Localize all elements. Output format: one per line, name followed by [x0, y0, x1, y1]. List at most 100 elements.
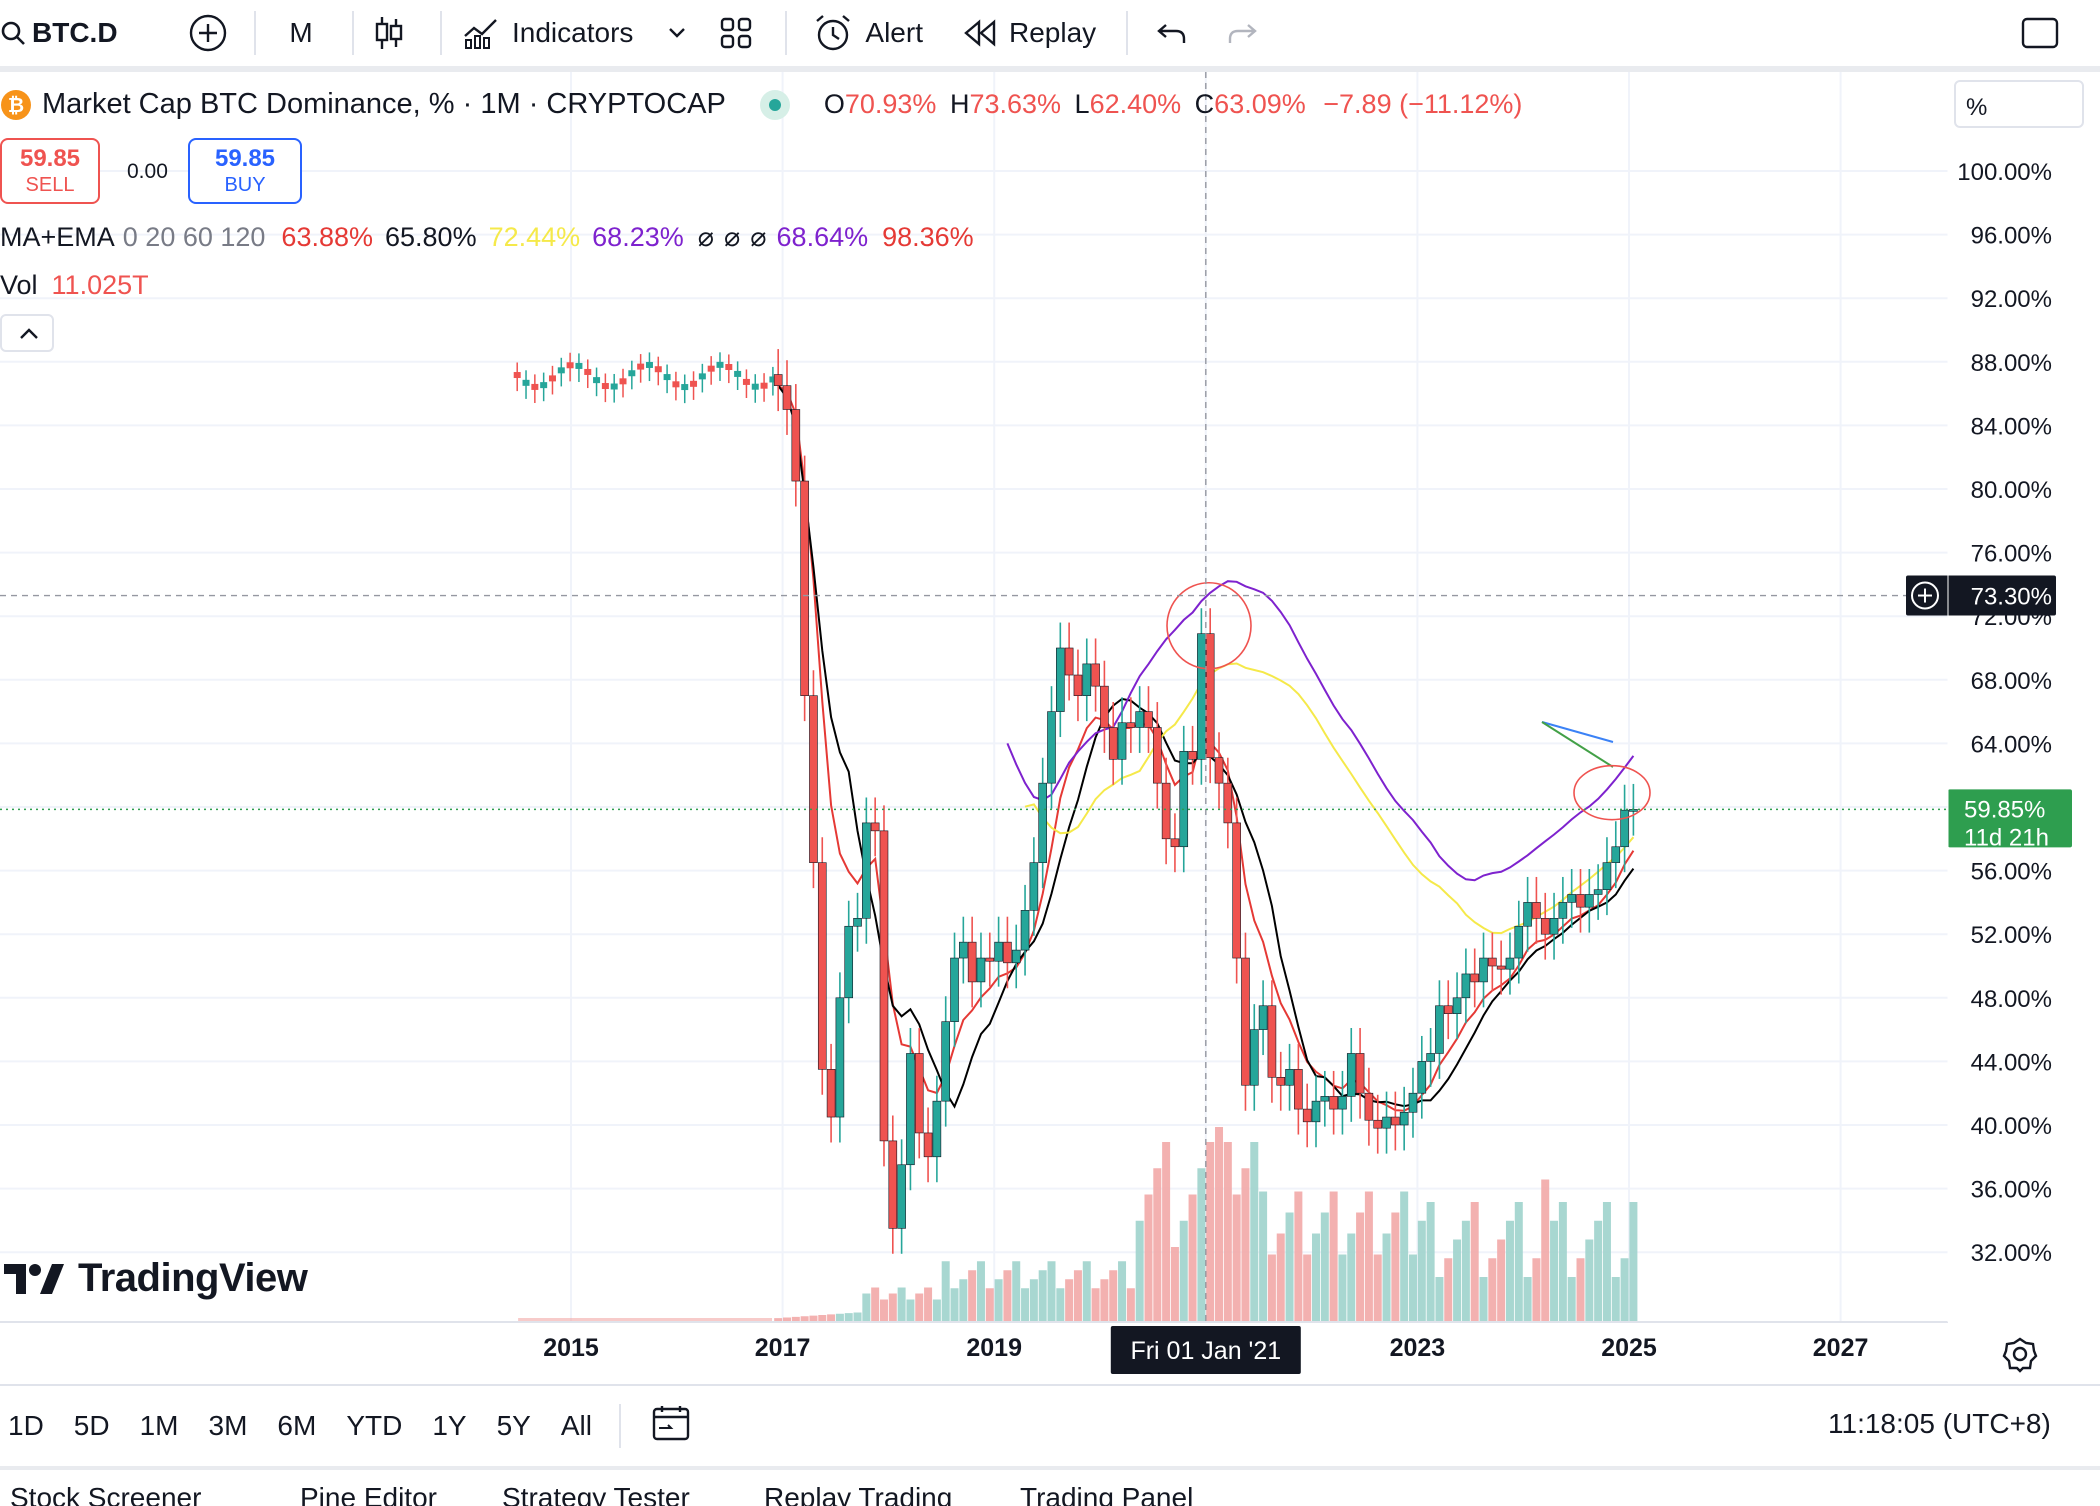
calendar-arrow-icon: [652, 1405, 690, 1440]
volume-bar: [1188, 1194, 1197, 1322]
volume-bar: [1162, 1142, 1171, 1322]
candle-body: [1267, 1005, 1277, 1078]
buy-button[interactable]: 59.85 BUY: [188, 138, 302, 204]
candle-body: [1302, 1108, 1312, 1123]
volume-bar: [1391, 1212, 1400, 1322]
fullscreen-button[interactable]: [2020, 0, 2064, 66]
candlestick-chart[interactable]: 100.00% 96.00% 92.00% 88.00% 84.00% 80.00% 76.…: [0, 72, 2100, 1384]
interval-button[interactable]: M: [266, 0, 336, 66]
volume-bar: [1532, 1258, 1541, 1322]
candle-body: [985, 957, 995, 962]
volume-bar: [1109, 1270, 1118, 1322]
volume-bar: [1329, 1191, 1338, 1322]
market-status-dot: [759, 89, 790, 120]
annotation-circle: [1573, 764, 1651, 821]
sell-button[interactable]: 59.85 SELL: [0, 138, 100, 204]
toolbar-divider: [352, 11, 354, 55]
redo-button[interactable]: [1226, 0, 1266, 66]
clock[interactable]: 11:18:05 (UTC+8): [1828, 1408, 2051, 1439]
svg-text:₿: ₿: [8, 95, 24, 117]
undo-button[interactable]: [1156, 0, 1196, 66]
ma-ema-legend[interactable]: MA+EMA 0 20 60 120 63.88% 65.80% 72.44% …: [0, 222, 974, 253]
volume-bar: [1312, 1233, 1320, 1322]
candle-body: [914, 1053, 924, 1134]
chart-area[interactable]: 100.00% 96.00% 92.00% 88.00% 84.00% 80.00% 76.…: [0, 72, 2100, 1384]
candle-body: [1276, 1076, 1286, 1086]
volume-bar: [871, 1287, 880, 1322]
candle-body: [1346, 1053, 1356, 1097]
range-button-1y[interactable]: 1Y: [432, 1410, 467, 1441]
volume-legend[interactable]: Vol 11.025T: [0, 270, 149, 301]
volume-bar: [888, 1293, 897, 1322]
candle-body: [540, 382, 548, 389]
hidden-ma-icon[interactable]: ⌀: [724, 222, 741, 252]
alarm-clock-icon: [816, 15, 851, 51]
tab-replay-trading[interactable]: Replay Trading: [764, 1482, 953, 1506]
candle-body: [941, 1021, 951, 1102]
volume-bar: [1461, 1220, 1470, 1322]
rewind-icon: [964, 19, 996, 47]
chevron-down-icon[interactable]: [667, 26, 687, 40]
volume-bar: [906, 1299, 915, 1322]
volume-bar: [1320, 1212, 1329, 1322]
sell-label: SELL: [25, 174, 75, 196]
candle-body: [1399, 1111, 1409, 1126]
volume-bar: [1065, 1279, 1074, 1322]
candle-body: [809, 695, 818, 863]
volume-bar: [959, 1279, 968, 1322]
tab-trading-panel[interactable]: Trading Panel: [1020, 1482, 1194, 1506]
collapse-legend-button[interactable]: [0, 314, 54, 352]
range-button-3m[interactable]: 3M: [208, 1410, 248, 1441]
candle-body: [1258, 1005, 1268, 1030]
candle-body: [522, 379, 530, 386]
range-button-5d[interactable]: 5D: [73, 1410, 110, 1441]
chart-type-button[interactable]: [354, 0, 424, 66]
candle-body: [1161, 782, 1171, 840]
add-symbol-button[interactable]: [188, 0, 236, 66]
candle-body: [1488, 957, 1497, 967]
volume-bar: [800, 1316, 809, 1322]
tradingview-watermark: TradingView: [4, 1256, 308, 1301]
volume-bar: [1126, 1288, 1135, 1322]
candle-body: [1294, 1069, 1303, 1110]
candle-body: [1153, 727, 1162, 784]
search-icon: [1, 21, 25, 45]
volume-bar: [1259, 1191, 1268, 1322]
alert-button[interactable]: Alert: [813, 0, 923, 66]
volume-bar: [1206, 1142, 1215, 1322]
tab-stock-screener[interactable]: Stock Screener: [10, 1482, 202, 1506]
ma-value: 68.23%: [592, 222, 684, 252]
range-button-5y[interactable]: 5Y: [496, 1410, 531, 1441]
range-button-1d[interactable]: 1D: [8, 1410, 44, 1441]
volume-bar: [1585, 1239, 1594, 1322]
indicators-button[interactable]: Indicators: [462, 0, 687, 66]
volume-bar: [1250, 1142, 1259, 1322]
symbol-search[interactable]: BTC.D: [0, 0, 170, 66]
replay-button[interactable]: Replay: [963, 0, 1096, 66]
current-price-label: 59.85%: [1964, 796, 2045, 823]
volume-bar: [1082, 1261, 1091, 1322]
candle-body: [959, 941, 968, 959]
candle-body: [1135, 711, 1144, 728]
tab-strategy-tester[interactable]: Strategy Tester: [502, 1482, 690, 1506]
go-to-date-button[interactable]: [651, 1404, 695, 1449]
undo-icon: [1157, 24, 1186, 43]
candle-body: [1558, 902, 1568, 919]
candle-body: [637, 363, 645, 370]
candle-body: [1126, 722, 1136, 728]
candle-body: [1408, 1092, 1418, 1113]
toolbar-divider: [785, 11, 788, 55]
range-button-all[interactable]: All: [560, 1410, 592, 1441]
volume-bar: [1012, 1261, 1021, 1322]
range-button-1m[interactable]: 1M: [139, 1410, 179, 1441]
volume-bar: [1505, 1220, 1514, 1322]
range-button-ytd[interactable]: YTD: [346, 1410, 403, 1441]
range-button-6m[interactable]: 6M: [277, 1410, 317, 1441]
chart-settings-button[interactable]: [2000, 1334, 2040, 1374]
hidden-ma-icon[interactable]: ⌀: [750, 222, 767, 252]
volume-bar: [1021, 1288, 1030, 1322]
scale-mode-field[interactable]: %: [1954, 80, 2084, 128]
tab-pine-editor[interactable]: Pine Editor: [300, 1482, 437, 1506]
layouts-button[interactable]: [719, 0, 759, 66]
hidden-ma-icon[interactable]: ⌀: [697, 222, 714, 252]
